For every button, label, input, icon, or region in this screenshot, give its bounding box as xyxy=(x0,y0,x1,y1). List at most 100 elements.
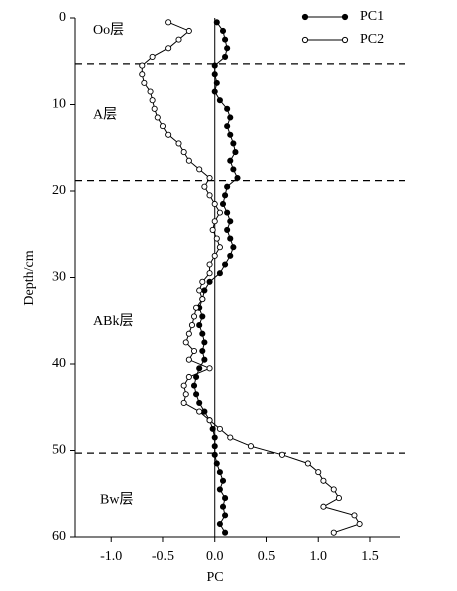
series-point xyxy=(199,347,206,355)
series-point xyxy=(213,79,220,86)
series-point xyxy=(227,157,234,164)
series-point xyxy=(227,131,234,138)
series-point xyxy=(175,140,182,147)
x-axis-title: PC xyxy=(206,570,223,585)
series-point xyxy=(230,244,237,251)
series-point xyxy=(193,304,200,311)
series-point xyxy=(201,408,208,415)
series-point xyxy=(278,451,286,458)
x-tick-label: 1.5 xyxy=(361,549,379,564)
series-point xyxy=(335,495,342,502)
series-point xyxy=(199,296,206,303)
series-point xyxy=(196,322,203,329)
series-point xyxy=(216,244,223,251)
series-point xyxy=(147,88,154,95)
series-point xyxy=(211,443,218,450)
series-point xyxy=(247,443,255,450)
series-point xyxy=(180,399,187,406)
series-line xyxy=(141,21,361,534)
series-point xyxy=(222,512,229,519)
series-point xyxy=(154,114,161,121)
series-point xyxy=(216,520,223,528)
series-point xyxy=(222,529,229,536)
series-point xyxy=(185,157,192,164)
series-point xyxy=(206,174,213,182)
series-point xyxy=(211,434,218,441)
series-point xyxy=(234,174,241,182)
y-tick-label: 60 xyxy=(52,529,66,544)
series-point xyxy=(206,261,213,268)
series-point xyxy=(216,425,223,432)
series-point xyxy=(139,62,146,69)
series-point xyxy=(196,408,203,415)
series-point xyxy=(199,278,206,285)
series-point xyxy=(141,79,148,86)
series-point xyxy=(188,322,196,329)
series-point xyxy=(199,330,206,337)
series-point xyxy=(206,278,213,285)
series-point xyxy=(165,19,172,26)
series-point xyxy=(216,97,223,104)
series-point xyxy=(206,192,213,199)
series-point xyxy=(211,451,218,458)
series-point xyxy=(211,218,218,225)
series-point xyxy=(175,36,182,43)
y-tick-label: 10 xyxy=(52,97,66,112)
series-point xyxy=(304,460,311,467)
series-point xyxy=(356,520,363,528)
layer-label: ABk层 xyxy=(93,314,133,329)
series-point xyxy=(213,460,220,467)
series-point xyxy=(196,399,203,406)
series-point xyxy=(196,166,203,173)
series-point xyxy=(151,105,158,112)
layer-label: A层 xyxy=(93,107,117,122)
series-point xyxy=(219,200,227,208)
series-point xyxy=(185,373,192,381)
series-point xyxy=(222,192,229,199)
series-point xyxy=(213,19,220,26)
series-point xyxy=(227,218,234,225)
series-point xyxy=(190,382,198,389)
series-point xyxy=(222,53,229,60)
series-point xyxy=(222,36,229,43)
series-point xyxy=(211,252,218,259)
series-point xyxy=(211,71,218,78)
series-point xyxy=(185,330,192,337)
x-tick-label: 1.0 xyxy=(309,549,327,564)
legend-marker xyxy=(341,13,349,21)
legend-label: PC1 xyxy=(360,9,384,24)
series-point xyxy=(165,45,172,52)
series-point xyxy=(206,417,213,424)
series-point xyxy=(219,27,227,35)
series-point xyxy=(206,270,213,277)
series-point xyxy=(180,382,187,389)
series-point xyxy=(216,209,223,216)
series-point xyxy=(182,339,189,346)
series-point xyxy=(351,512,358,519)
series-point xyxy=(209,425,216,432)
series-point xyxy=(224,209,231,216)
series-point xyxy=(224,45,231,52)
y-tick-label: 50 xyxy=(52,443,66,458)
series-point xyxy=(180,149,187,156)
series-point xyxy=(211,88,218,95)
series-point xyxy=(330,529,337,536)
y-tick-label: 20 xyxy=(52,183,66,198)
series-point xyxy=(320,477,327,484)
series-point xyxy=(219,477,227,484)
layer-label: Bw层 xyxy=(100,492,133,507)
series-point xyxy=(159,123,167,130)
series-point xyxy=(320,503,327,510)
series-point xyxy=(196,365,203,372)
series-point xyxy=(149,53,156,60)
series-point xyxy=(185,356,192,363)
series-point xyxy=(227,434,234,441)
layer-label: Oo层 xyxy=(93,23,124,38)
series-point xyxy=(224,183,231,190)
x-tick-label: -1.0 xyxy=(100,549,122,564)
series-point xyxy=(227,114,234,121)
x-tick-label: -0.5 xyxy=(152,549,174,564)
series-point xyxy=(209,226,216,233)
series-point xyxy=(201,287,208,294)
legend-marker xyxy=(301,36,309,44)
